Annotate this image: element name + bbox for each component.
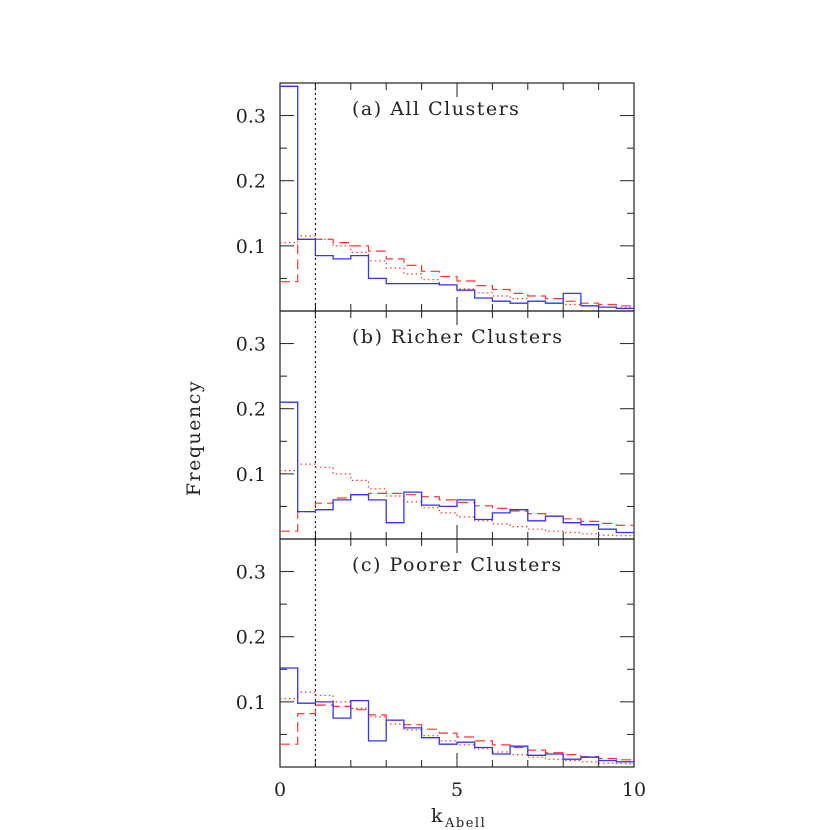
x-tick-label: 0 xyxy=(274,779,286,801)
panel-label: (c) Poorer Clusters xyxy=(352,554,563,576)
series-dotted-step xyxy=(280,463,634,537)
panel-c: 0.1 0.2 0.3 (c) Poorer Clusters xyxy=(236,538,635,768)
panels-group: 0.1 0.2 0.3 (a) All Clusters 0.1 0.2 0.3 (b) Ri… xyxy=(236,82,635,768)
y-axis-label: Frequency xyxy=(183,380,205,496)
series-solid-step xyxy=(280,85,634,310)
y-tick-label: 0.1 xyxy=(236,692,266,714)
series-solid-step xyxy=(280,401,634,534)
y-tick-label: 0.1 xyxy=(236,236,266,258)
y-tick-label: 0.1 xyxy=(236,464,266,486)
panel-label: (a) All Clusters xyxy=(352,98,520,120)
y-tick-label: 0.2 xyxy=(236,399,266,421)
x-axis-label-subscript: Abell xyxy=(444,816,486,830)
x-tick-label: 10 xyxy=(622,779,646,801)
series-dashed-step xyxy=(280,704,634,761)
x-tick-label: 5 xyxy=(451,779,463,801)
y-tick-label: 0.2 xyxy=(236,171,266,193)
panel-a: 0.1 0.2 0.3 (a) All Clusters xyxy=(236,82,635,312)
y-tick-label: 0.3 xyxy=(236,106,266,128)
y-tick-label: 0.3 xyxy=(236,334,266,356)
series-solid-step xyxy=(280,667,634,763)
series-dashed-step xyxy=(280,492,634,532)
x-axis-label-main: k xyxy=(431,805,444,827)
panel-label: (b) Richer Clusters xyxy=(352,326,563,348)
x-axis: 0 5 10 xyxy=(274,779,646,801)
series-dashed-step xyxy=(280,238,634,307)
y-tick-label: 0.3 xyxy=(236,562,266,584)
x-axis-label: kAbell xyxy=(431,805,486,830)
panel-b: 0.1 0.2 0.3 (b) Richer Clusters xyxy=(236,310,635,540)
y-tick-label: 0.2 xyxy=(236,627,266,649)
